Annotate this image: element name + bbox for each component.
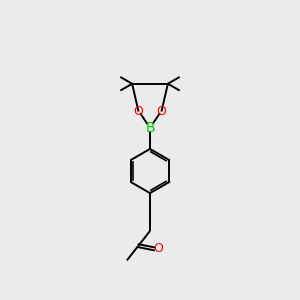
- Text: O: O: [154, 242, 164, 255]
- Text: O: O: [157, 105, 166, 118]
- Text: O: O: [134, 105, 143, 118]
- Text: B: B: [145, 121, 155, 135]
